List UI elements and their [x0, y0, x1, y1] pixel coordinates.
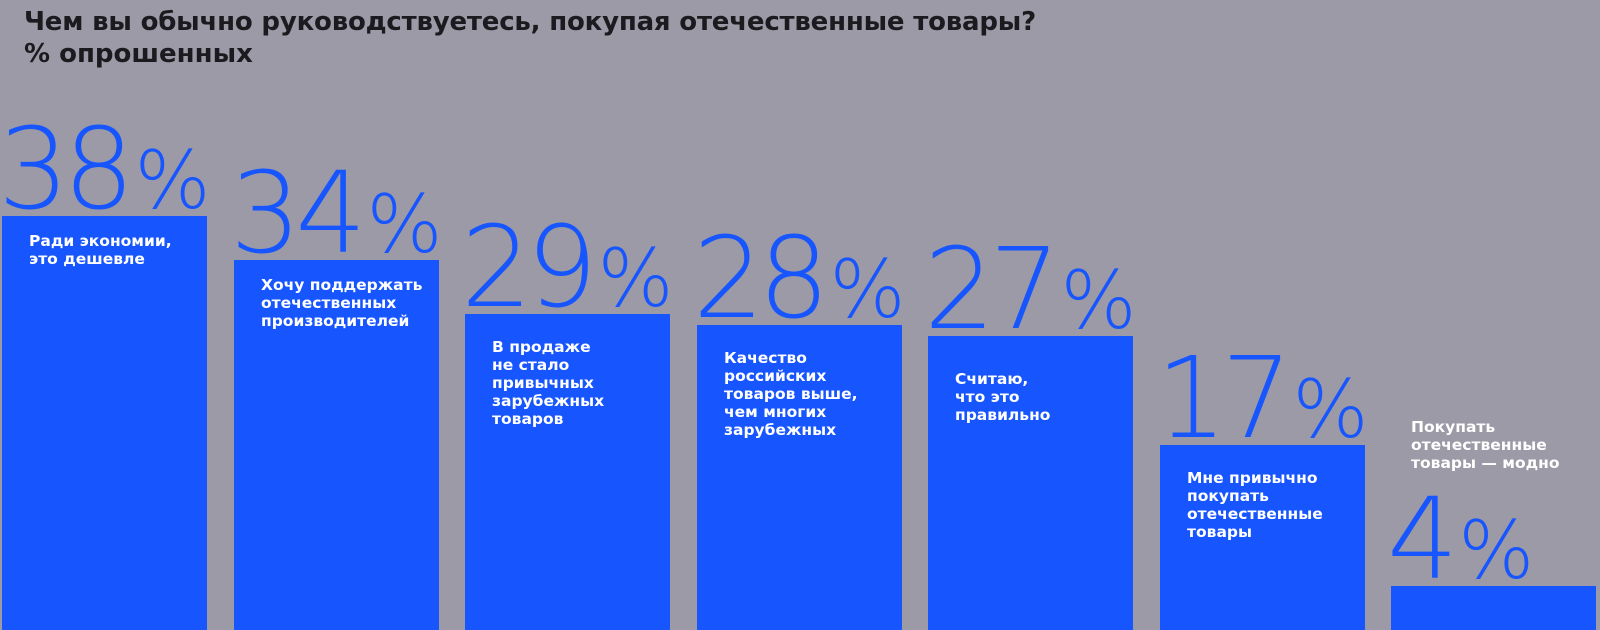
bar-value-label: 28%: [693, 214, 906, 344]
bar: [2, 216, 207, 630]
bar: [697, 325, 902, 630]
category-label: Считаю, что это правильно: [955, 370, 1051, 424]
bar-value-label: 4%: [1387, 475, 1534, 605]
bar-value-label: 29%: [461, 203, 674, 333]
chart-subtitle: % опрошенных: [24, 39, 253, 69]
chart-title: Чем вы обычно руководствуетесь, покупая …: [24, 7, 1036, 37]
bar-value-label: 17%: [1156, 334, 1369, 464]
category-label: Мне привычно покупать отечественные това…: [1187, 469, 1323, 541]
category-label: В продаже не стало привычных зарубежных …: [492, 338, 605, 428]
bar-value-label: 27%: [924, 225, 1137, 355]
bar: [1160, 445, 1365, 630]
bar-value-label: 34%: [230, 149, 443, 279]
bar: [465, 314, 670, 630]
bar: [928, 336, 1133, 630]
category-label: Качество российских товаров выше, чем мн…: [724, 349, 858, 439]
bar: [1391, 586, 1596, 630]
category-label: Ради экономии, это дешевле: [29, 232, 172, 268]
category-label: Покупать отечественные товары — модно: [1411, 418, 1560, 472]
category-label: Хочу поддержать отечественных производит…: [261, 276, 423, 330]
bar-value-label: 38%: [0, 105, 211, 235]
bar: [234, 260, 439, 630]
